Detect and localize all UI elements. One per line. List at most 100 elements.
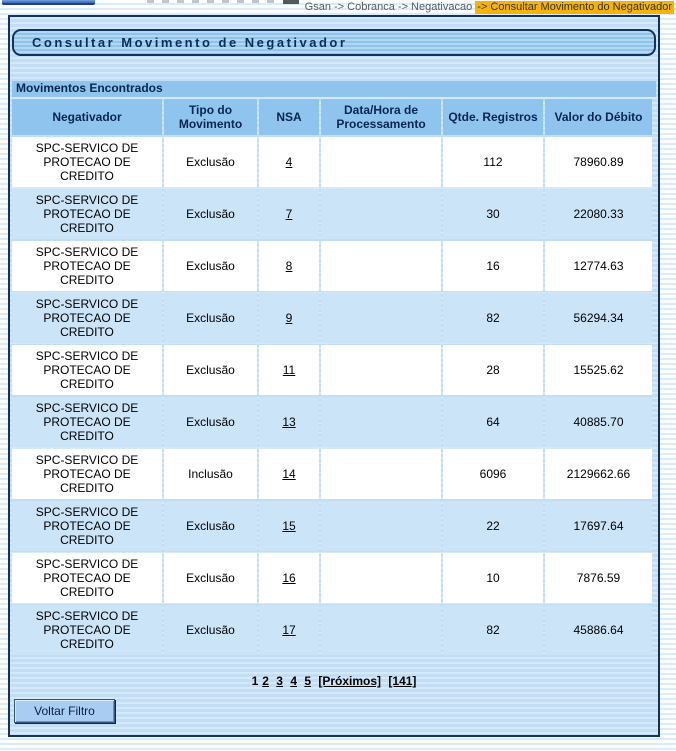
column-header-data-hora: Data/Hora de Processamento — [321, 99, 441, 135]
breadcrumb-current: -> Consultar Movimento do Negativador — [475, 1, 674, 14]
nsa-link[interactable]: 8 — [285, 259, 293, 273]
nsa-link[interactable]: 17 — [282, 623, 296, 637]
cell-qtde-registros: 28 — [443, 345, 543, 395]
breadcrumb-path[interactable]: Gsan -> Cobranca -> Negativacao — [304, 1, 476, 13]
table-row: SPC-SERVICO DE PROTECAO DE CREDITO Exclus… — [12, 241, 652, 291]
table-row: SPC-SERVICO DE PROTECAO DE CREDITO Exclus… — [12, 345, 652, 395]
cell-qtde-registros: 64 — [443, 397, 543, 447]
cell-nsa: 7 — [259, 189, 319, 239]
cell-negativador: SPC-SERVICO DE PROTECAO DE CREDITO — [12, 345, 162, 395]
results-table-area: Movimentos Encontrados Negativador Tipo … — [12, 81, 656, 657]
page-title-text: Consultar Movimento de Negativador — [32, 35, 348, 50]
cell-tipo-movimento: Exclusão — [164, 345, 257, 395]
cell-qtde-registros: 6096 — [443, 449, 543, 499]
cell-data-hora-processamento — [321, 553, 441, 603]
cell-data-hora-processamento — [321, 293, 441, 343]
cell-negativador: SPC-SERVICO DE PROTECAO DE CREDITO — [12, 137, 162, 187]
table-row: SPC-SERVICO DE PROTECAO DE CREDITO Exclus… — [12, 501, 652, 551]
column-header-tipo-movimento: Tipo do Movimento — [164, 99, 257, 135]
cell-negativador: SPC-SERVICO DE PROTECAO DE CREDITO — [12, 605, 162, 655]
cell-valor-debito: 22080.33 — [545, 189, 652, 239]
cell-valor-debito: 56294.34 — [545, 293, 652, 343]
cell-tipo-movimento: Inclusão — [164, 449, 257, 499]
truncated-header-fragment — [147, 0, 277, 3]
cell-valor-debito: 40885.70 — [545, 397, 652, 447]
column-header-valor-debito: Valor do Débito — [545, 99, 652, 135]
table-row: SPC-SERVICO DE PROTECAO DE CREDITO Inclus… — [12, 449, 652, 499]
nsa-link[interactable]: 4 — [285, 155, 293, 169]
cell-tipo-movimento: Exclusão — [164, 605, 257, 655]
cell-tipo-movimento: Exclusão — [164, 553, 257, 603]
nsa-link[interactable]: 14 — [282, 467, 296, 481]
nsa-link[interactable]: 7 — [285, 207, 293, 221]
cell-tipo-movimento: Exclusão — [164, 189, 257, 239]
pagination-next-link[interactable]: [Próximos] — [318, 674, 382, 688]
column-header-negativador: Negativador — [12, 99, 162, 135]
cell-valor-debito: 12774.63 — [545, 241, 652, 291]
nsa-link[interactable]: 11 — [282, 363, 296, 377]
cell-data-hora-processamento — [321, 189, 441, 239]
cell-tipo-movimento: Exclusão — [164, 137, 257, 187]
pagination-page-link[interactable]: 4 — [290, 674, 297, 688]
cell-data-hora-processamento — [321, 241, 441, 291]
cell-qtde-registros: 112 — [443, 137, 543, 187]
cell-nsa: 9 — [259, 293, 319, 343]
table-body: SPC-SERVICO DE PROTECAO DE CREDITO Exclus… — [12, 137, 652, 655]
cell-data-hora-processamento — [321, 137, 441, 187]
main-panel: Consultar Movimento de Negativador Movim… — [8, 15, 660, 737]
nsa-link[interactable]: 13 — [282, 415, 296, 429]
cell-nsa: 13 — [259, 397, 319, 447]
column-header-qtde-registros: Qtde. Registros — [443, 99, 543, 135]
cell-negativador: SPC-SERVICO DE PROTECAO DE CREDITO — [12, 293, 162, 343]
voltar-filtro-button[interactable]: Voltar Filtro — [14, 699, 115, 723]
cell-negativador: SPC-SERVICO DE PROTECAO DE CREDITO — [12, 553, 162, 603]
pagination-current-page: 1 — [251, 674, 259, 688]
cell-nsa: 11 — [259, 345, 319, 395]
cell-tipo-movimento: Exclusão — [164, 397, 257, 447]
cell-qtde-registros: 10 — [443, 553, 543, 603]
cell-qtde-registros: 82 — [443, 605, 543, 655]
table-row: SPC-SERVICO DE PROTECAO DE CREDITO Exclus… — [12, 137, 652, 187]
cell-valor-debito: 17697.64 — [545, 501, 652, 551]
cell-negativador: SPC-SERVICO DE PROTECAO DE CREDITO — [12, 397, 162, 447]
results-table: Negativador Tipo do Movimento NSA Data/H… — [10, 97, 654, 657]
cell-negativador: SPC-SERVICO DE PROTECAO DE CREDITO — [12, 501, 162, 551]
table-row: SPC-SERVICO DE PROTECAO DE CREDITO Exclus… — [12, 189, 652, 239]
column-header-nsa: NSA — [259, 99, 319, 135]
cell-nsa: 14 — [259, 449, 319, 499]
cell-nsa: 16 — [259, 553, 319, 603]
cell-valor-debito: 45886.64 — [545, 605, 652, 655]
cell-qtde-registros: 16 — [443, 241, 543, 291]
cell-qtde-registros: 30 — [443, 189, 543, 239]
cell-negativador: SPC-SERVICO DE PROTECAO DE CREDITO — [12, 241, 162, 291]
nsa-link[interactable]: 15 — [282, 519, 296, 533]
nsa-link[interactable]: 16 — [282, 571, 296, 585]
cell-valor-debito: 15525.62 — [545, 345, 652, 395]
cell-negativador: SPC-SERVICO DE PROTECAO DE CREDITO — [12, 189, 162, 239]
nsa-link[interactable]: 9 — [285, 311, 293, 325]
pagination-page-link[interactable]: 3 — [276, 674, 283, 688]
table-row: SPC-SERVICO DE PROTECAO DE CREDITO Exclus… — [12, 553, 652, 603]
pagination-last-link[interactable]: [141] — [388, 674, 417, 688]
truncated-icon-fragment — [283, 0, 299, 4]
cell-negativador: SPC-SERVICO DE PROTECAO DE CREDITO — [12, 449, 162, 499]
pagination-page-link[interactable]: 2 — [262, 674, 269, 688]
cell-nsa: 4 — [259, 137, 319, 187]
cell-data-hora-processamento — [321, 449, 441, 499]
pagination-page-link[interactable]: 5 — [304, 674, 312, 688]
cell-tipo-movimento: Exclusão — [164, 241, 257, 291]
cell-tipo-movimento: Exclusão — [164, 293, 257, 343]
table-row: SPC-SERVICO DE PROTECAO DE CREDITO Exclus… — [12, 293, 652, 343]
cell-valor-debito: 78960.89 — [545, 137, 652, 187]
table-header-row: Negativador Tipo do Movimento NSA Data/H… — [12, 99, 652, 135]
top-strip: Gsan -> Cobranca -> Negativacao -> Consu… — [0, 0, 676, 15]
cell-nsa: 17 — [259, 605, 319, 655]
cell-data-hora-processamento — [321, 605, 441, 655]
cell-valor-debito: 7876.59 — [545, 553, 652, 603]
table-row: SPC-SERVICO DE PROTECAO DE CREDITO Exclus… — [12, 397, 652, 447]
cell-qtde-registros: 82 — [443, 293, 543, 343]
cell-tipo-movimento: Exclusão — [164, 501, 257, 551]
cell-data-hora-processamento — [321, 501, 441, 551]
cell-data-hora-processamento — [321, 345, 441, 395]
